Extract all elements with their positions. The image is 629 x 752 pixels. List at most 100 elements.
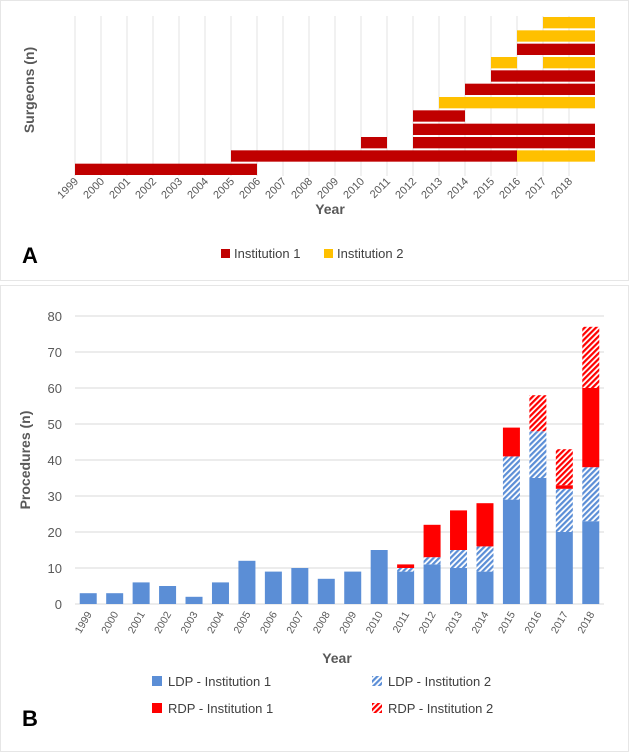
surgeon-bar-institution-2 (543, 57, 595, 69)
bar-ldp-institution-2 (555, 488, 573, 532)
legend-swatch-institution-1 (221, 249, 230, 258)
bar-rdp-institution-2 (529, 395, 547, 432)
surgeon-bar-institution-2 (517, 150, 595, 162)
x-tick-label: 2016 (497, 176, 523, 202)
bar-ldp-institution-1 (211, 582, 229, 604)
legend-swatch-rdp-institution-2 (372, 703, 382, 713)
bar-ldp-institution-2 (582, 467, 600, 522)
bar-rdp-institution-1 (555, 485, 573, 489)
x-tick-label: 2007 (284, 609, 306, 635)
x-tick-label: 2013 (419, 176, 445, 202)
bar-ldp-institution-1 (502, 499, 520, 604)
panel-b-ylabel: Procedures (n) (17, 411, 33, 510)
legend-label-institution-2: Institution 2 (337, 246, 404, 261)
legend-swatch-ldp-institution-2 (372, 676, 382, 686)
bar-ldp-institution-1 (450, 568, 468, 604)
bar-ldp-institution-1 (106, 593, 124, 604)
y-tick-label: 30 (48, 489, 62, 504)
y-tick-label: 50 (48, 417, 62, 432)
x-tick-label: 2017 (523, 176, 549, 202)
bar-ldp-institution-1 (476, 571, 494, 604)
legend-label-rdp-institution-1: RDP - Institution 1 (168, 701, 273, 716)
x-tick-label: 2008 (289, 176, 315, 202)
legend-swatch-ldp-institution-1 (152, 676, 162, 686)
y-tick-label: 0 (55, 597, 62, 612)
bar-ldp-institution-1 (555, 532, 573, 604)
x-tick-label: 2002 (152, 609, 174, 635)
panel-b-letter: B (22, 706, 38, 731)
bar-ldp-institution-1 (317, 578, 335, 604)
legend-label-rdp-institution-2: RDP - Institution 2 (388, 701, 493, 716)
panel-a-ylabel: Surgeons (n) (21, 47, 37, 133)
bar-ldp-institution-1 (529, 478, 547, 604)
y-tick-label: 40 (48, 453, 62, 468)
surgeon-bar-institution-2 (439, 97, 595, 109)
bar-ldp-institution-2 (529, 431, 547, 478)
legend-swatch-institution-2 (324, 249, 333, 258)
panel-b: Procedures (n) Year B 0 10 20 30 40 50 60 70 80 1… (17, 309, 604, 731)
surgeon-bar-institution-2 (517, 30, 595, 42)
bar-rdp-institution-1 (423, 524, 441, 558)
bar-rdp-institution-1 (476, 503, 494, 547)
x-tick-label: 2016 (522, 609, 544, 635)
x-tick-label: 2005 (211, 176, 237, 202)
bar-ldp-institution-1 (291, 568, 309, 604)
bar-rdp-institution-2 (582, 326, 600, 388)
surgeon-bar-institution-1 (465, 83, 595, 95)
bar-ldp-institution-1 (132, 582, 150, 604)
x-tick-label: 2004 (185, 176, 211, 202)
x-tick-label: 2001 (107, 176, 133, 202)
x-tick-label: 2003 (179, 609, 201, 635)
bar-ldp-institution-1 (79, 593, 97, 604)
y-tick-label: 80 (48, 309, 62, 324)
bar-rdp-institution-2 (555, 449, 573, 486)
bar-rdp-institution-1 (582, 388, 600, 468)
surgeon-bar-institution-1 (413, 123, 595, 135)
panel-b-xlabel: Year (322, 650, 352, 666)
bar-rdp-institution-1 (397, 564, 415, 568)
bar-ldp-institution-2 (476, 546, 494, 572)
x-tick-label: 2000 (99, 609, 121, 635)
surgeon-bar-institution-1 (413, 137, 595, 149)
x-tick-label: 1999 (55, 176, 81, 202)
x-tick-label: 2018 (575, 609, 597, 635)
surgeon-bar-institution-1 (491, 70, 595, 82)
bar-ldp-institution-1 (238, 560, 256, 604)
legend-label-ldp-institution-2: LDP - Institution 2 (388, 674, 491, 689)
bar-rdp-institution-1 (502, 427, 520, 457)
x-tick-label: 2006 (237, 176, 263, 202)
bar-ldp-institution-2 (423, 557, 441, 565)
panel-a-letter: A (22, 243, 38, 268)
surgeon-bar-institution-2 (491, 57, 517, 69)
surgeon-bar-institution-1 (413, 110, 465, 122)
y-tick-label: 10 (48, 561, 62, 576)
panel-a-xlabel: Year (315, 201, 345, 217)
surgeon-bar-institution-1 (361, 137, 387, 149)
x-tick-label: 2015 (471, 176, 497, 202)
bar-rdp-institution-1 (450, 510, 468, 550)
x-tick-label: 2013 (443, 609, 465, 635)
legend-label-institution-1: Institution 1 (234, 246, 301, 261)
bar-ldp-institution-1 (582, 521, 600, 604)
x-tick-label: 2014 (445, 176, 471, 202)
y-tick-label: 60 (48, 381, 62, 396)
x-tick-label: 2008 (311, 609, 333, 635)
x-tick-label: 2007 (263, 176, 289, 202)
x-tick-label: 1999 (73, 609, 95, 635)
x-tick-label: 2001 (126, 609, 148, 635)
legend-label-ldp-institution-1: LDP - Institution 1 (168, 674, 271, 689)
x-tick-label: 2000 (81, 176, 107, 202)
x-tick-label: 2010 (364, 609, 386, 635)
bar-ldp-institution-1 (264, 571, 282, 604)
x-tick-label: 2017 (549, 609, 571, 635)
x-tick-label: 2011 (368, 176, 393, 201)
x-tick-label: 2010 (341, 176, 367, 202)
x-tick-label: 2011 (391, 609, 413, 635)
y-tick-label: 20 (48, 525, 62, 540)
y-tick-label: 70 (48, 345, 62, 360)
x-tick-label: 2012 (417, 609, 439, 635)
surgeon-bar-institution-1 (231, 150, 517, 162)
bar-ldp-institution-1 (344, 571, 362, 604)
